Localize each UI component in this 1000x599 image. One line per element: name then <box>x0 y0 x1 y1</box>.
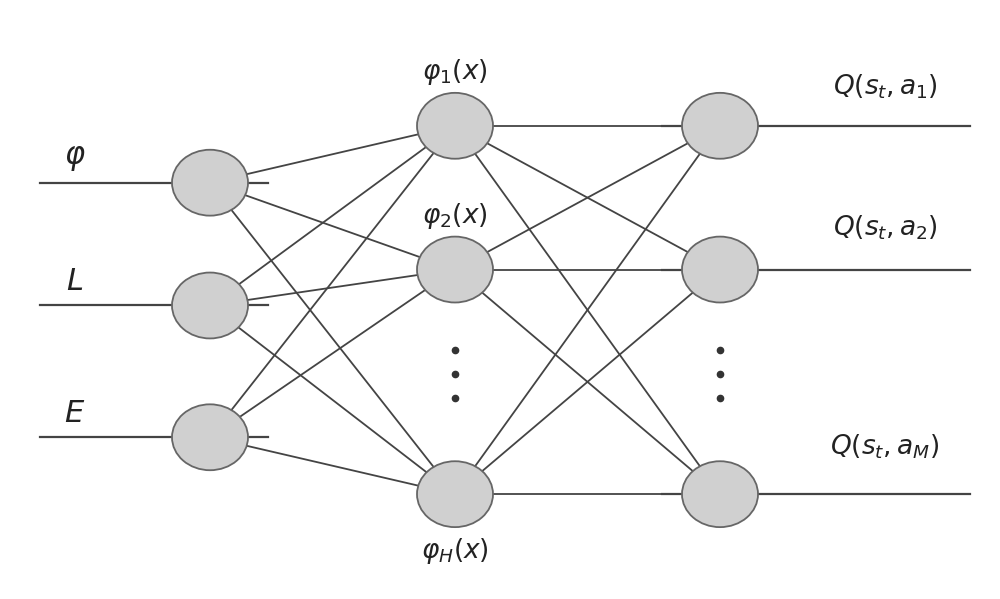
Text: $Q(s_t, a_2)$: $Q(s_t, a_2)$ <box>833 213 937 242</box>
Text: $L$: $L$ <box>66 267 84 296</box>
Ellipse shape <box>417 461 493 527</box>
Ellipse shape <box>172 150 248 216</box>
Ellipse shape <box>172 404 248 470</box>
Ellipse shape <box>172 273 248 338</box>
Text: $Q(s_t, a_M)$: $Q(s_t, a_M)$ <box>830 432 940 461</box>
Ellipse shape <box>417 93 493 159</box>
Text: $Q(s_t, a_1)$: $Q(s_t, a_1)$ <box>833 72 937 101</box>
Text: $E$: $E$ <box>64 399 86 428</box>
Text: $\varphi_H(x)$: $\varphi_H(x)$ <box>421 536 489 566</box>
Text: $\varphi_2(x)$: $\varphi_2(x)$ <box>422 201 488 231</box>
Text: $\varphi$: $\varphi$ <box>64 144 86 173</box>
Ellipse shape <box>682 93 758 159</box>
Ellipse shape <box>417 237 493 302</box>
Ellipse shape <box>682 461 758 527</box>
Ellipse shape <box>682 237 758 302</box>
Text: $\varphi_1(x)$: $\varphi_1(x)$ <box>422 57 488 87</box>
